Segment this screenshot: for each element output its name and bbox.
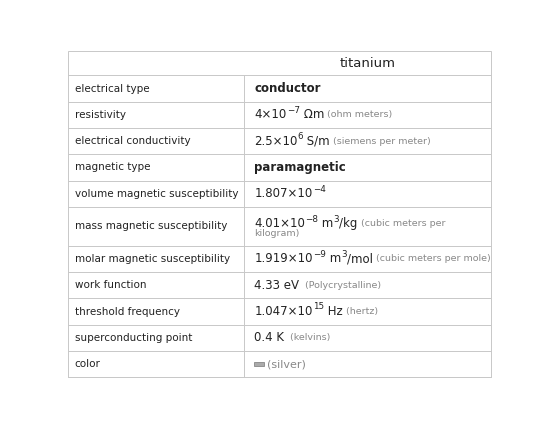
Text: superconducting point: superconducting point [75,333,192,343]
Text: (kelvins): (kelvins) [284,333,331,343]
Text: 4×10: 4×10 [254,109,287,121]
Text: −8: −8 [305,215,318,223]
Text: 1.807×10: 1.807×10 [254,187,313,200]
Bar [254,362,264,366]
Text: Ωm: Ωm [300,109,324,121]
Text: electrical conductivity: electrical conductivity [75,136,190,146]
Text: m: m [318,218,334,230]
Text: m: m [326,252,341,265]
Text: magnetic type: magnetic type [75,162,150,173]
Text: 15: 15 [313,302,324,311]
Text: kilogram): kilogram) [254,229,300,238]
Text: 4.01×10: 4.01×10 [254,218,305,230]
Text: (cubic meters per: (cubic meters per [358,219,445,228]
Text: 3: 3 [341,250,347,259]
Text: threshold frequency: threshold frequency [75,307,180,317]
Text: S/m: S/m [304,135,330,148]
Text: electrical type: electrical type [75,84,149,94]
Text: 3: 3 [334,215,339,223]
Text: −7: −7 [287,106,300,114]
Text: work function: work function [75,280,146,290]
Text: paramagnetic: paramagnetic [254,161,346,174]
Text: 1.047×10: 1.047×10 [254,305,313,318]
Text: 4.33 eV: 4.33 eV [254,279,299,292]
Text: titanium: titanium [340,57,396,70]
Text: (cubic meters per mole): (cubic meters per mole) [373,254,490,263]
Text: resistivity: resistivity [75,110,126,120]
Text: molar magnetic susceptibility: molar magnetic susceptibility [75,254,230,264]
Text: Hz: Hz [324,305,343,318]
Text: (Polycrystalline): (Polycrystalline) [299,281,382,290]
Text: conductor: conductor [254,82,321,95]
Text: (hertz): (hertz) [343,307,378,316]
Text: volume magnetic susceptibility: volume magnetic susceptibility [75,189,238,199]
Text: 2.5×10: 2.5×10 [254,135,298,148]
Text: 0.4 K: 0.4 K [254,332,284,344]
Text: color: color [75,359,100,369]
Text: 1.919×10: 1.919×10 [254,252,313,265]
Text: −9: −9 [313,250,326,259]
Text: −4: −4 [313,184,325,194]
Text: 6: 6 [298,132,304,141]
Text: (ohm meters): (ohm meters) [324,110,393,119]
Text: (silver): (silver) [267,359,306,369]
Text: (siemens per meter): (siemens per meter) [330,137,431,146]
Text: /kg: /kg [339,218,358,230]
Text: /mol: /mol [347,252,373,265]
Text: mass magnetic susceptibility: mass magnetic susceptibility [75,221,227,232]
